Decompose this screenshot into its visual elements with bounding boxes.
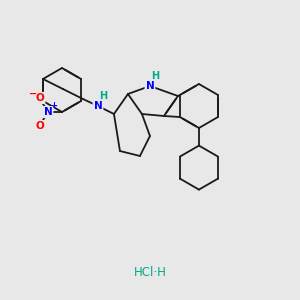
Text: −: − [29, 89, 37, 99]
Text: O: O [36, 93, 44, 103]
Text: H: H [99, 91, 107, 101]
Text: N: N [94, 101, 102, 111]
Text: O: O [36, 121, 44, 131]
Text: +: + [50, 100, 58, 109]
Text: N: N [146, 81, 154, 91]
Text: H: H [151, 71, 159, 81]
Text: N: N [44, 107, 52, 117]
Text: HCl·H: HCl·H [134, 266, 166, 278]
